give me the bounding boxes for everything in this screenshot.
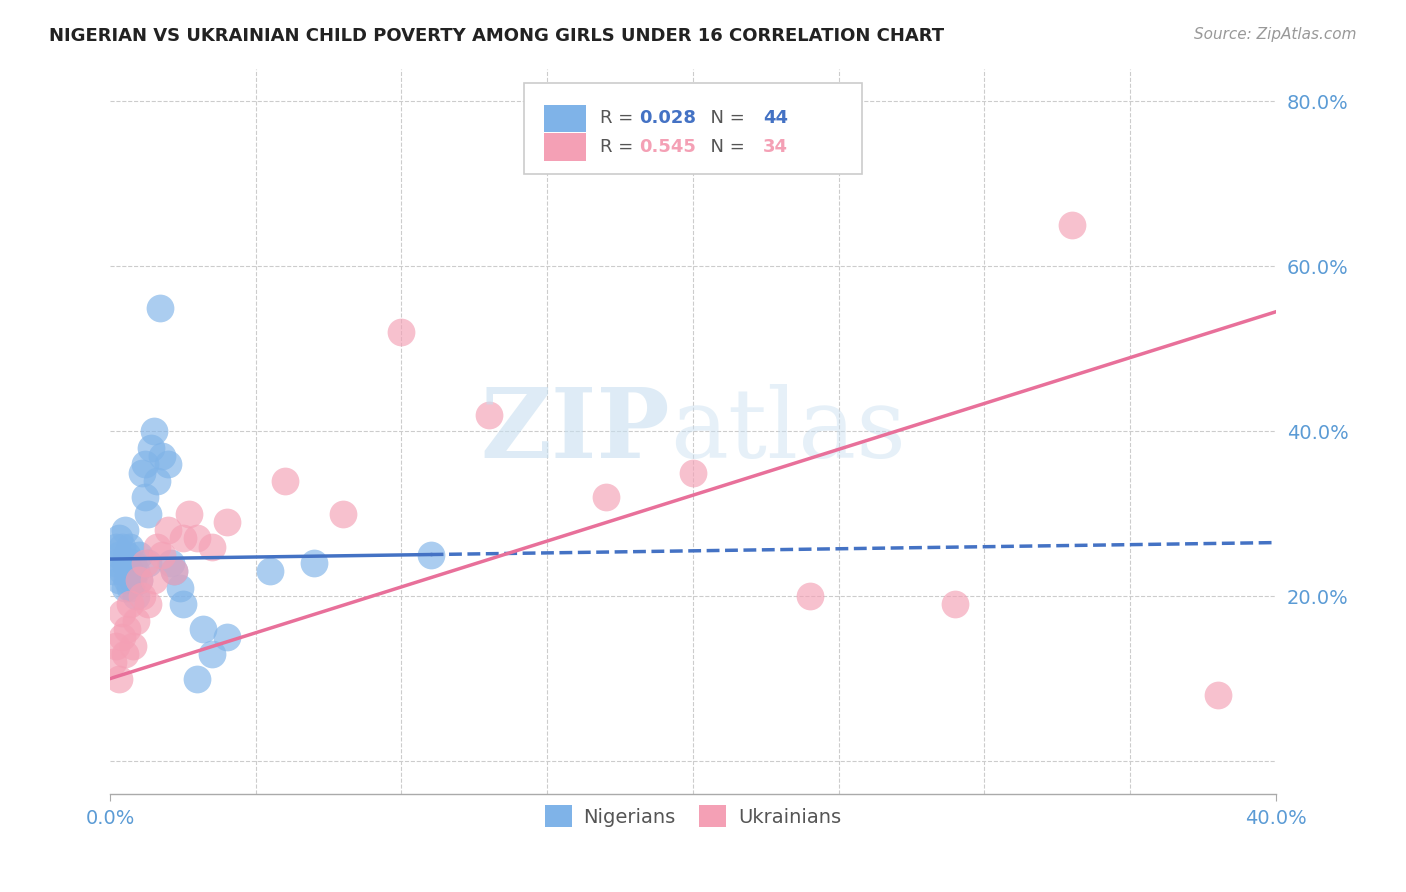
Point: [152, 449, 174, 463]
Point: [111, 606, 134, 620]
FancyBboxPatch shape: [524, 83, 862, 174]
Point: [478, 408, 501, 422]
Point: [104, 540, 127, 554]
Point: [259, 565, 281, 579]
Point: [134, 556, 156, 570]
Point: [107, 532, 129, 546]
Point: [332, 507, 354, 521]
Point: [215, 515, 238, 529]
Point: [125, 614, 148, 628]
Point: [101, 565, 124, 579]
Point: [114, 581, 136, 595]
Point: [142, 573, 165, 587]
Point: [104, 639, 127, 653]
Point: [142, 424, 165, 438]
Point: [120, 540, 142, 554]
Point: [799, 589, 821, 603]
Point: [1206, 688, 1229, 702]
Point: [419, 548, 441, 562]
Point: [943, 598, 966, 612]
Point: [172, 532, 194, 546]
Point: [148, 301, 170, 315]
Point: [186, 532, 208, 546]
Point: [117, 548, 139, 562]
Point: [186, 672, 208, 686]
Point: [595, 490, 617, 504]
Point: [125, 589, 148, 603]
Point: [682, 466, 704, 480]
Text: N =: N =: [699, 110, 751, 128]
Text: 0.545: 0.545: [640, 137, 696, 156]
Point: [145, 474, 167, 488]
Point: [302, 556, 325, 570]
Point: [120, 598, 142, 612]
Point: [391, 326, 413, 340]
Point: [122, 573, 145, 587]
Point: [163, 565, 186, 579]
Point: [120, 581, 142, 595]
Point: [160, 556, 183, 570]
Point: [111, 631, 134, 645]
Point: [157, 523, 180, 537]
Point: [128, 573, 150, 587]
Point: [136, 556, 159, 570]
Point: [111, 565, 134, 579]
Point: [128, 548, 150, 562]
Point: [201, 647, 224, 661]
Point: [107, 548, 129, 562]
Point: [163, 565, 186, 579]
Point: [111, 540, 134, 554]
Point: [134, 490, 156, 504]
Point: [114, 523, 136, 537]
Point: [139, 441, 162, 455]
Point: [193, 622, 215, 636]
Text: ZIP: ZIP: [481, 384, 669, 478]
Point: [136, 507, 159, 521]
Point: [177, 507, 200, 521]
Point: [131, 589, 153, 603]
Point: [274, 474, 297, 488]
Point: [136, 598, 159, 612]
FancyBboxPatch shape: [544, 104, 586, 132]
Text: 44: 44: [763, 110, 787, 128]
Point: [128, 573, 150, 587]
Point: [107, 573, 129, 587]
Point: [131, 466, 153, 480]
Point: [145, 540, 167, 554]
Point: [114, 556, 136, 570]
Point: [152, 548, 174, 562]
Point: [117, 622, 139, 636]
Point: [122, 556, 145, 570]
Text: NIGERIAN VS UKRAINIAN CHILD POVERTY AMONG GIRLS UNDER 16 CORRELATION CHART: NIGERIAN VS UKRAINIAN CHILD POVERTY AMON…: [49, 27, 945, 45]
Point: [104, 556, 127, 570]
Legend: Nigerians, Ukrainians: Nigerians, Ukrainians: [537, 797, 849, 835]
Point: [169, 581, 191, 595]
FancyBboxPatch shape: [544, 133, 586, 161]
Point: [114, 647, 136, 661]
Text: N =: N =: [699, 137, 751, 156]
Text: R =: R =: [600, 110, 638, 128]
Point: [120, 565, 142, 579]
Point: [1060, 218, 1083, 232]
Point: [101, 655, 124, 669]
Point: [201, 540, 224, 554]
Point: [125, 565, 148, 579]
Point: [172, 598, 194, 612]
Point: [215, 631, 238, 645]
Point: [134, 457, 156, 471]
Point: [122, 639, 145, 653]
Point: [117, 573, 139, 587]
Text: 34: 34: [763, 137, 787, 156]
Point: [107, 672, 129, 686]
Text: R =: R =: [600, 137, 638, 156]
Text: 0.028: 0.028: [640, 110, 696, 128]
Text: Source: ZipAtlas.com: Source: ZipAtlas.com: [1194, 27, 1357, 42]
Text: atlas: atlas: [669, 384, 905, 478]
Point: [157, 457, 180, 471]
